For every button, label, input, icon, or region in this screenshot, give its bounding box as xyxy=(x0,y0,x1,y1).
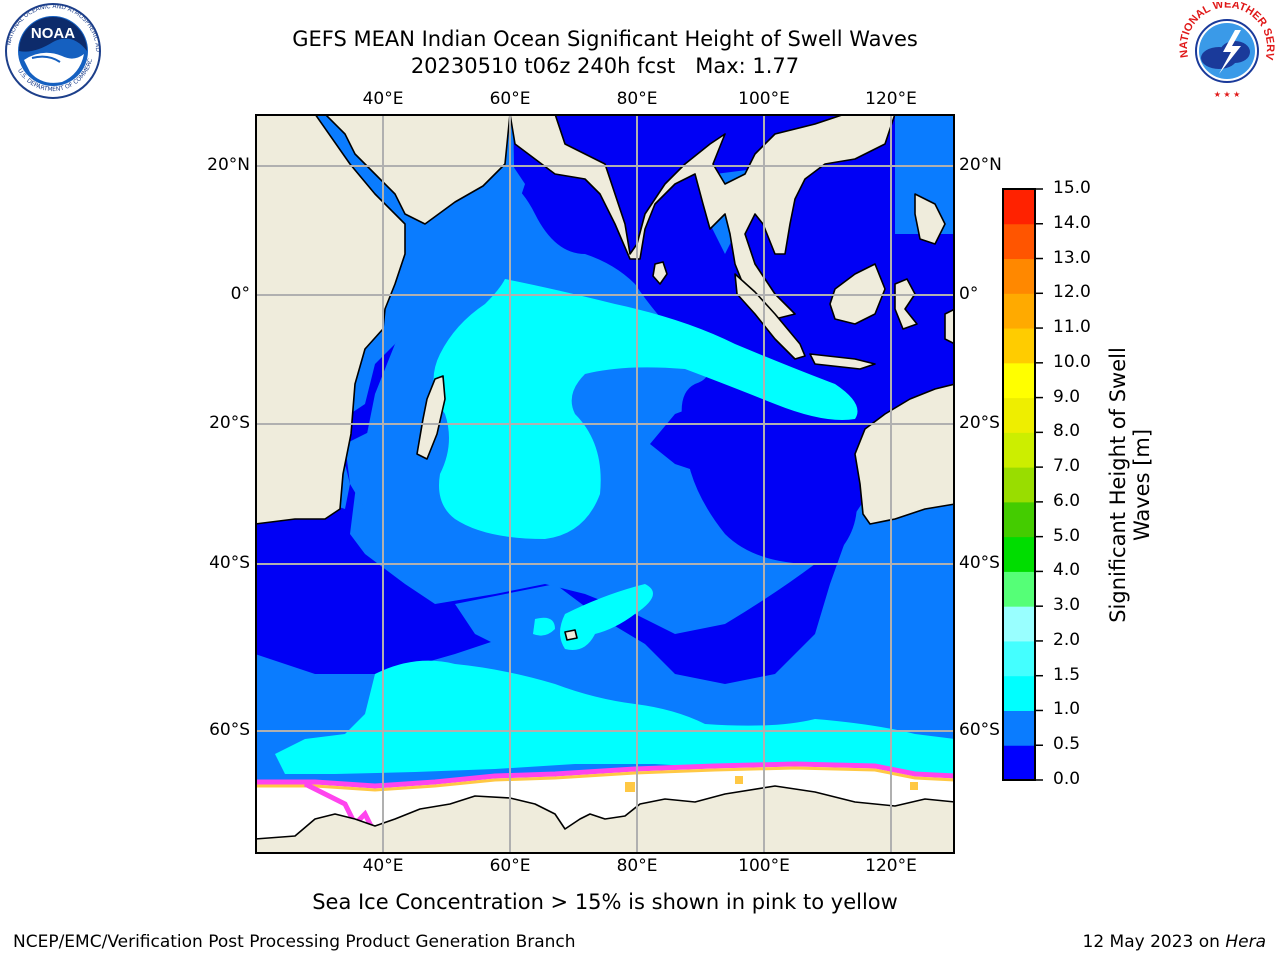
lon-label-top-100e: 100°E xyxy=(738,89,790,109)
colorbar-band xyxy=(1003,293,1035,329)
colorbar-tick-label: 0.0 xyxy=(1053,769,1081,789)
lon-label-bottom-40e: 40°E xyxy=(362,856,404,876)
colorbar-band xyxy=(1003,745,1035,781)
moderate-swell-regions xyxy=(275,279,955,774)
colorbar-tick-label: 0.5 xyxy=(1053,734,1081,755)
colorbar-band xyxy=(1003,223,1035,260)
map-grid xyxy=(255,114,955,854)
colorbar-tick-label: 6.0 xyxy=(1053,490,1081,511)
colorbar-tick-label: 14.0 xyxy=(1053,212,1091,233)
colorbar-band xyxy=(1003,432,1035,468)
lat-label-left-0: 0° xyxy=(230,284,250,304)
lat-label-right-40s: 40°S xyxy=(959,553,1000,573)
colorbar-band xyxy=(1003,710,1035,746)
colorbar-tick-label: 3.0 xyxy=(1053,595,1081,616)
map-title: GEFS MEAN Indian Ocean Significant Heigh… xyxy=(292,27,918,51)
lat-label-right-60s: 60°S xyxy=(959,720,1000,740)
svg-text:★ ★ ★: ★ ★ ★ xyxy=(1214,90,1241,99)
colorbar-tick-label: 1.5 xyxy=(1053,664,1081,685)
sea-ice-caption: Sea Ice Concentration > 15% is shown in … xyxy=(312,890,898,914)
map-frame xyxy=(255,114,955,854)
lon-label-bottom-80e: 80°E xyxy=(616,856,658,876)
map-subtitle: 20230510 t06z 240h fcst Max: 1.77 xyxy=(410,54,800,78)
colorbar-band xyxy=(1003,189,1035,225)
footer-date: 12 May 2023 on Hera xyxy=(1083,932,1267,952)
colorbar-tick-label: 11.0 xyxy=(1053,317,1091,338)
footer-date-text: 12 May 2023 on xyxy=(1082,932,1226,952)
colorbar-tick-label: 1.0 xyxy=(1053,699,1081,720)
colorbar-tick-label: 15.0 xyxy=(1053,178,1091,198)
footer-branch: NCEP/EMC/Verification Post Processing Pr… xyxy=(13,932,576,952)
colorbar-tick-label: 8.0 xyxy=(1053,421,1081,442)
lon-label-bottom-120e: 120°E xyxy=(865,856,917,876)
nws-logo: NATIONAL WEATHER SERVICE ★ ★ ★ xyxy=(1175,2,1276,99)
lon-label-top-80e: 80°E xyxy=(616,89,658,109)
lat-label-left-60s: 60°S xyxy=(209,720,250,740)
lon-label-top-120e: 120°E xyxy=(865,89,917,109)
lat-label-left-20n: 20°N xyxy=(207,155,250,175)
colorbar-band xyxy=(1003,606,1035,642)
noaa-logo: NOAA NATIONAL OCEANIC AND ATMOSPHERIC AD… xyxy=(2,2,101,99)
colorbar-tick-label: 4.0 xyxy=(1053,560,1081,581)
lat-label-right-20n: 20°N xyxy=(959,155,1002,175)
colorbar-tick-label: 10.0 xyxy=(1053,351,1091,372)
lon-label-bottom-100e: 100°E xyxy=(738,856,790,876)
colorbar-band xyxy=(1003,501,1035,538)
colorbar-band xyxy=(1003,640,1035,677)
colorbar-band xyxy=(1003,675,1035,711)
colorbar-band xyxy=(1003,536,1035,572)
colorbar-tick-label: 12.0 xyxy=(1053,282,1091,303)
svg-text:NOAA: NOAA xyxy=(31,25,75,42)
lat-label-right-0: 0° xyxy=(959,284,979,304)
colorbar-band xyxy=(1003,397,1035,433)
lat-label-left-20s: 20°S xyxy=(209,413,250,433)
colorbar-tick-label: 7.0 xyxy=(1053,456,1081,477)
lat-label-right-20s: 20°S xyxy=(959,413,1000,433)
lon-label-top-60e: 60°E xyxy=(489,89,531,109)
colorbar-band xyxy=(1003,258,1035,294)
colorbar xyxy=(1002,188,1043,781)
colorbar-tick-label: 13.0 xyxy=(1053,247,1091,268)
colorbar-tick-label: 5.0 xyxy=(1053,525,1081,546)
colorbar-tick-label: 2.0 xyxy=(1053,629,1081,650)
colorbar-band xyxy=(1003,467,1035,503)
lat-label-left-40s: 40°S xyxy=(209,553,250,573)
colorbar-band xyxy=(1003,571,1035,607)
colorbar-title: Significant Height of Swell Waves [m] xyxy=(1106,347,1154,623)
colorbar-band xyxy=(1003,362,1035,399)
lon-label-top-40e: 40°E xyxy=(362,89,404,109)
footer-machine: Hera xyxy=(1225,932,1266,952)
swell-wave-map xyxy=(255,114,955,854)
colorbar-tick-label: 9.0 xyxy=(1053,386,1081,407)
lon-label-bottom-60e: 60°E xyxy=(489,856,531,876)
colorbar-band xyxy=(1003,328,1035,364)
